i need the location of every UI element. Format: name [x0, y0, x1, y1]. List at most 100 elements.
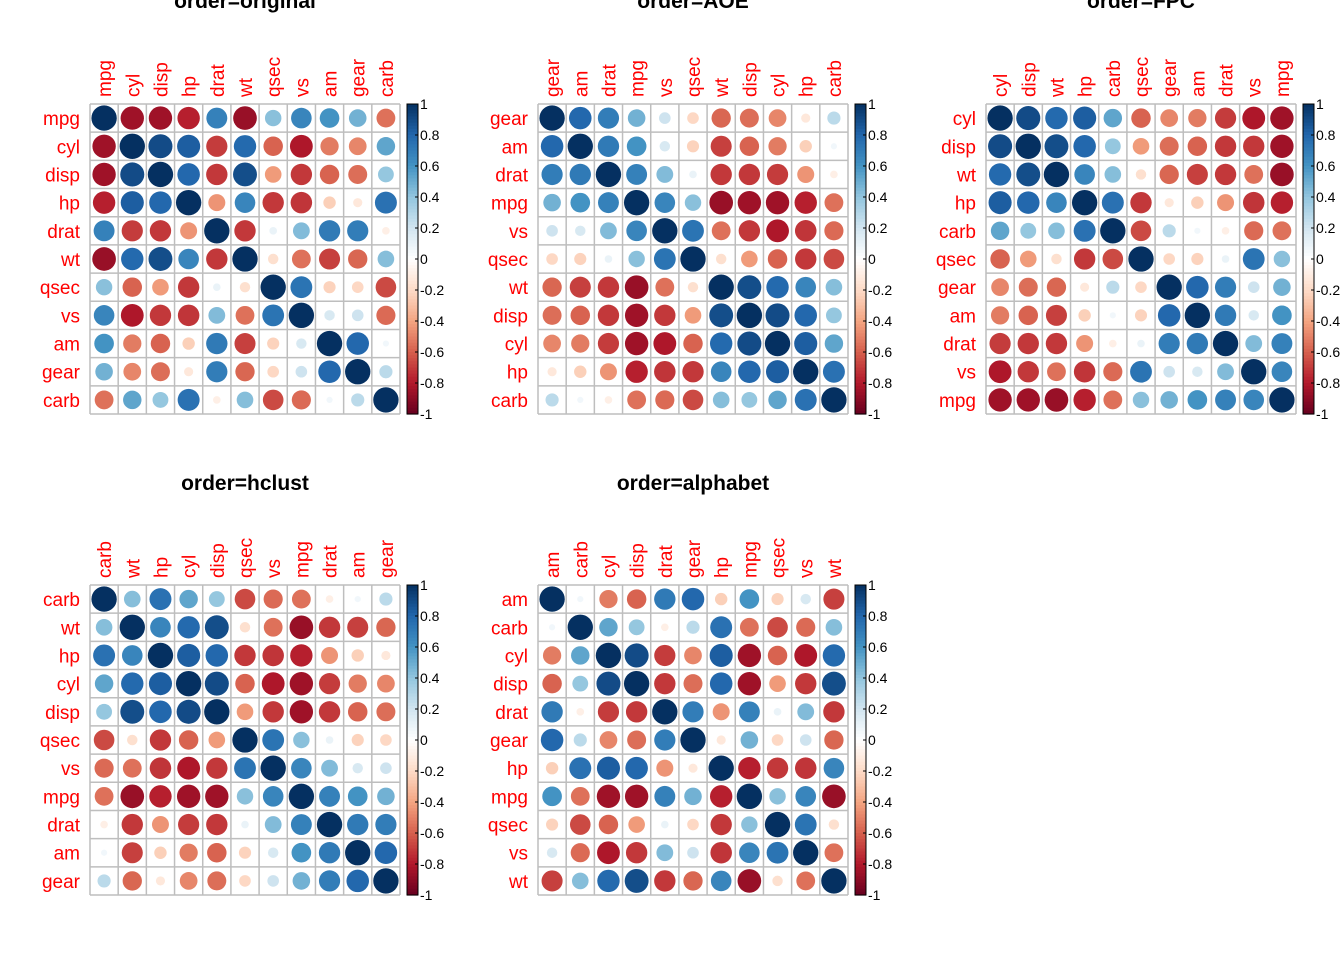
colorbar-segment	[1303, 166, 1314, 170]
correlation-circle	[682, 389, 704, 411]
column-label: gear	[543, 58, 564, 97]
correlation-circle	[1191, 196, 1204, 209]
correlation-circle	[1247, 281, 1260, 293]
colorbar-segment	[855, 798, 866, 803]
correlation-circle	[347, 702, 368, 722]
colorbar-segment	[1303, 169, 1314, 173]
correlation-circle	[794, 757, 817, 779]
colorbar-segment	[407, 612, 418, 617]
correlation-circle	[123, 390, 142, 410]
colorbar-tick-label: 0.6	[420, 158, 440, 174]
correlation-circle	[825, 618, 843, 636]
colorbar-segment	[855, 376, 866, 381]
correlation-circle	[737, 671, 762, 696]
correlation-circle	[1016, 106, 1041, 131]
colorbar-segment	[407, 293, 418, 297]
correlation-circle	[150, 616, 171, 638]
correlation-circle	[738, 220, 761, 242]
colorbar-tick-label: 0	[420, 251, 428, 267]
colorbar-segment	[855, 147, 866, 152]
corrplot-panel: order=AOEgeargearamamdratdratmpgmpgvsvsq…	[488, 0, 892, 422]
colorbar-segment	[855, 715, 866, 719]
correlation-circle	[379, 592, 393, 606]
correlation-circle	[569, 814, 591, 835]
row-label: disp	[941, 137, 976, 158]
colorbar-segment	[1303, 209, 1314, 214]
colorbar-segment	[407, 181, 418, 186]
colorbar-tick-label: 1	[420, 577, 428, 593]
correlation-circle	[710, 841, 732, 864]
correlation-circle	[828, 819, 840, 830]
column-label: wt	[123, 558, 144, 579]
colorbar-segment	[1303, 255, 1314, 260]
colorbar-segment	[407, 833, 418, 837]
colorbar-segment	[855, 609, 866, 614]
correlation-circle	[91, 105, 117, 131]
colorbar-tick-label: 0.4	[420, 670, 440, 686]
correlation-circle	[654, 672, 676, 695]
correlation-circle	[1071, 189, 1098, 216]
correlation-circle	[264, 166, 282, 183]
colorbar-tick-label: 1	[868, 96, 876, 112]
colorbar-segment	[855, 693, 866, 698]
colorbar-segment	[407, 616, 418, 620]
correlation-circle	[325, 736, 334, 744]
correlation-circle	[1242, 248, 1265, 270]
correlation-circle	[741, 250, 758, 268]
column-label: carb	[825, 60, 846, 97]
correlation-circle	[1241, 359, 1267, 385]
correlation-circle	[291, 390, 311, 410]
correlation-circle	[1160, 391, 1178, 409]
colorbar-segment	[855, 355, 866, 359]
colorbar-segment	[855, 743, 866, 747]
colorbar-segment	[407, 820, 418, 825]
row-label: wt	[60, 250, 81, 271]
correlation-circle	[263, 589, 283, 609]
colorbar-segment	[1303, 317, 1314, 322]
colorbar-segment	[407, 693, 418, 698]
colorbar-segment	[855, 755, 866, 760]
colorbar-tick-label: 0.8	[420, 127, 440, 143]
colorbar-segment	[407, 594, 418, 598]
correlation-circle	[652, 699, 678, 725]
colorbar-segment	[855, 891, 866, 896]
correlation-circle	[208, 194, 226, 212]
colorbar-segment	[407, 854, 418, 859]
colorbar-segment	[855, 215, 866, 220]
corrplot-panel: order=FPCcylcyldispdispwtwthphpcarbcarbq…	[936, 0, 1340, 422]
correlation-circle	[262, 191, 284, 214]
correlation-circle	[316, 330, 343, 357]
colorbar-segment	[407, 842, 418, 846]
colorbar-segment	[855, 203, 866, 207]
colorbar-segment	[1303, 150, 1314, 155]
colorbar-segment	[407, 885, 418, 890]
correlation-circle	[710, 163, 732, 186]
correlation-circle	[711, 108, 731, 128]
correlation-circle	[150, 362, 170, 382]
correlation-circle	[150, 333, 171, 354]
colorbar-segment	[855, 690, 866, 695]
correlation-circle	[624, 643, 649, 668]
correlation-circle	[204, 671, 229, 696]
correlation-circle	[1135, 169, 1147, 180]
correlation-circle	[688, 763, 698, 773]
colorbar-segment	[407, 262, 418, 266]
colorbar-segment	[407, 197, 418, 201]
correlation-circle	[235, 362, 255, 382]
colorbar-segment	[855, 678, 866, 682]
colorbar-segment	[855, 833, 866, 837]
correlation-circle	[823, 757, 845, 779]
correlation-circle	[710, 870, 732, 892]
correlation-circle	[796, 617, 816, 637]
correlation-circle	[1017, 332, 1039, 355]
correlation-circle	[597, 304, 620, 327]
correlation-circle	[382, 227, 390, 235]
correlation-circle	[1101, 191, 1124, 214]
column-label: disp	[628, 543, 649, 578]
colorbar-tick-label: -0.4	[1316, 313, 1340, 329]
correlation-circle	[766, 757, 789, 779]
colorbar-segment	[855, 749, 866, 753]
correlation-circle	[319, 108, 340, 128]
correlation-circle	[260, 755, 286, 781]
correlation-circle	[155, 876, 166, 886]
